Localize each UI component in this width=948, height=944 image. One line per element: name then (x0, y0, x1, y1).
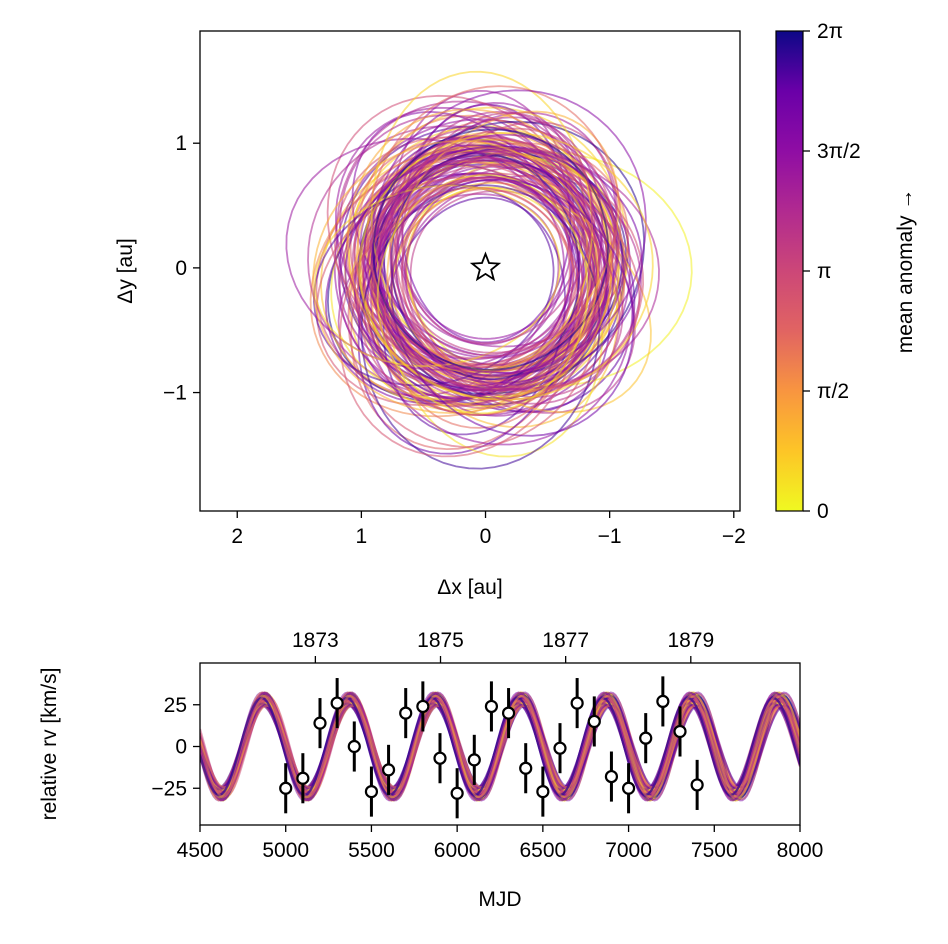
rv-panel: 4500 5000 5500 6000 6500 7000 7500 8000 250−25 … (38, 629, 823, 911)
star-marker (469, 251, 502, 282)
rv-data-point (501, 706, 516, 720)
orbit-line (367, 149, 660, 390)
orbit-y-tick-label: 0 (175, 257, 187, 280)
rv-y-tick-label: 0 (175, 736, 187, 759)
orbit-x-label: Δx [au] (437, 576, 502, 599)
colorbar-tick-label: π/2 (817, 380, 849, 403)
rv-data-point (296, 771, 310, 785)
rv-data-point (416, 699, 430, 714)
rv-x-tick-label: 6000 (434, 839, 481, 862)
orbit-line (358, 132, 654, 401)
rv-x-tick-label: 7000 (605, 839, 652, 862)
orbit-y-tick-label: −1 (163, 382, 187, 405)
colorbar-tick-label: 3π/2 (817, 140, 861, 163)
rv-data-point (364, 784, 379, 799)
rv-top-tick-label: 1877 (542, 629, 589, 652)
orbit-line (386, 110, 620, 373)
rv-data-point (399, 706, 413, 720)
rv-data-point (690, 778, 704, 792)
colorbar-gradient (776, 31, 803, 511)
rv-x-tick-label: 5000 (262, 839, 309, 862)
rv-x-tick-label: 8000 (777, 839, 824, 862)
orbit-frame (199, 30, 741, 512)
rv-model-curve (200, 696, 800, 797)
colorbar: 0 π/2 π 3π/2 2π mean anomaly → (775, 20, 917, 523)
orbit-line (376, 174, 589, 415)
rv-data-point (621, 781, 636, 795)
rv-data-point (279, 781, 293, 795)
orbit-y-label: Δy [au] (114, 238, 137, 303)
colorbar-ticks: 0 π/2 π 3π/2 2π (803, 20, 861, 523)
rv-data-point (639, 731, 653, 745)
rv-y-label: relative rv [km/s] (38, 668, 61, 821)
rv-y-axis: 25 0 −25 (151, 694, 200, 800)
rv-y-tick-label: 25 (164, 694, 187, 717)
rv-data-point (536, 784, 550, 799)
orbit-line (351, 110, 573, 357)
rv-x-axis: 4500 5000 5500 6000 6500 7000 7500 8000 (177, 825, 824, 862)
rv-frame (199, 662, 801, 826)
rv-data-point (570, 696, 584, 710)
orbit-line (374, 156, 604, 392)
rv-top-tick-label: 1879 (667, 629, 714, 652)
rv-top-axis: 1873 1875 1877 1879 (292, 629, 714, 663)
rv-data-point (433, 751, 447, 765)
colorbar-tick-label: 2π (817, 20, 843, 43)
orbit-lines (285, 70, 693, 470)
rv-data-point (313, 716, 327, 730)
rv-data-point (519, 761, 533, 775)
orbit-line (339, 186, 583, 458)
orbit-line (390, 178, 635, 437)
orbit-x-tick-label: −2 (722, 525, 746, 548)
orbit-x-tick-label: 2 (231, 525, 243, 548)
orbit-line (313, 184, 561, 368)
orbit-line (347, 179, 600, 449)
orbit-panel: 2 1 0 −1 −2 1 0 −1 Δx [au] Δy [au] (114, 30, 746, 599)
rv-top-tick-label: 1875 (417, 629, 464, 652)
colorbar-tick-label: π (817, 260, 832, 283)
rv-data-point (553, 741, 567, 755)
orbit-line (344, 145, 643, 389)
rv-y-tick-label: −25 (151, 777, 187, 800)
rv-x-tick-label: 7500 (691, 839, 738, 862)
rv-model-curve (200, 695, 800, 798)
rv-observations (279, 676, 704, 819)
orbit-line (360, 184, 601, 470)
rv-data-point (381, 763, 396, 777)
star-icon (469, 251, 502, 282)
orbit-x-axis: 2 1 0 −1 −2 (231, 511, 746, 548)
orbit-line (394, 176, 621, 405)
rv-data-point (604, 769, 619, 784)
orbit-line (401, 112, 594, 345)
rv-data-point (450, 786, 464, 800)
colorbar-label: mean anomaly → (894, 189, 917, 354)
orbit-line (401, 148, 617, 354)
rv-x-tick-label: 6500 (519, 839, 566, 862)
rv-top-tick-label: 1873 (292, 629, 339, 652)
rv-x-tick-label: 5500 (348, 839, 395, 862)
orbit-x-tick-label: −1 (598, 525, 622, 548)
orbit-line (372, 128, 609, 371)
rv-data-point (347, 739, 361, 754)
rv-data-point (330, 696, 344, 710)
colorbar-tick-label: 0 (817, 500, 829, 523)
rv-data-point (656, 694, 670, 709)
rv-data-point (673, 724, 687, 739)
orbit-x-tick-label: 0 (480, 525, 492, 548)
rv-model-curves (200, 691, 800, 802)
orbit-x-tick-label: 1 (356, 525, 368, 548)
orbit-y-axis: 1 0 −1 (163, 132, 200, 405)
orbit-y-tick-label: 1 (175, 132, 187, 155)
rv-data-point (467, 753, 481, 767)
rv-data-point (484, 699, 499, 714)
rv-x-tick-label: 4500 (177, 839, 224, 862)
orbit-line (390, 152, 581, 381)
rv-data-point (587, 714, 601, 729)
rv-x-label: MJD (478, 888, 521, 911)
